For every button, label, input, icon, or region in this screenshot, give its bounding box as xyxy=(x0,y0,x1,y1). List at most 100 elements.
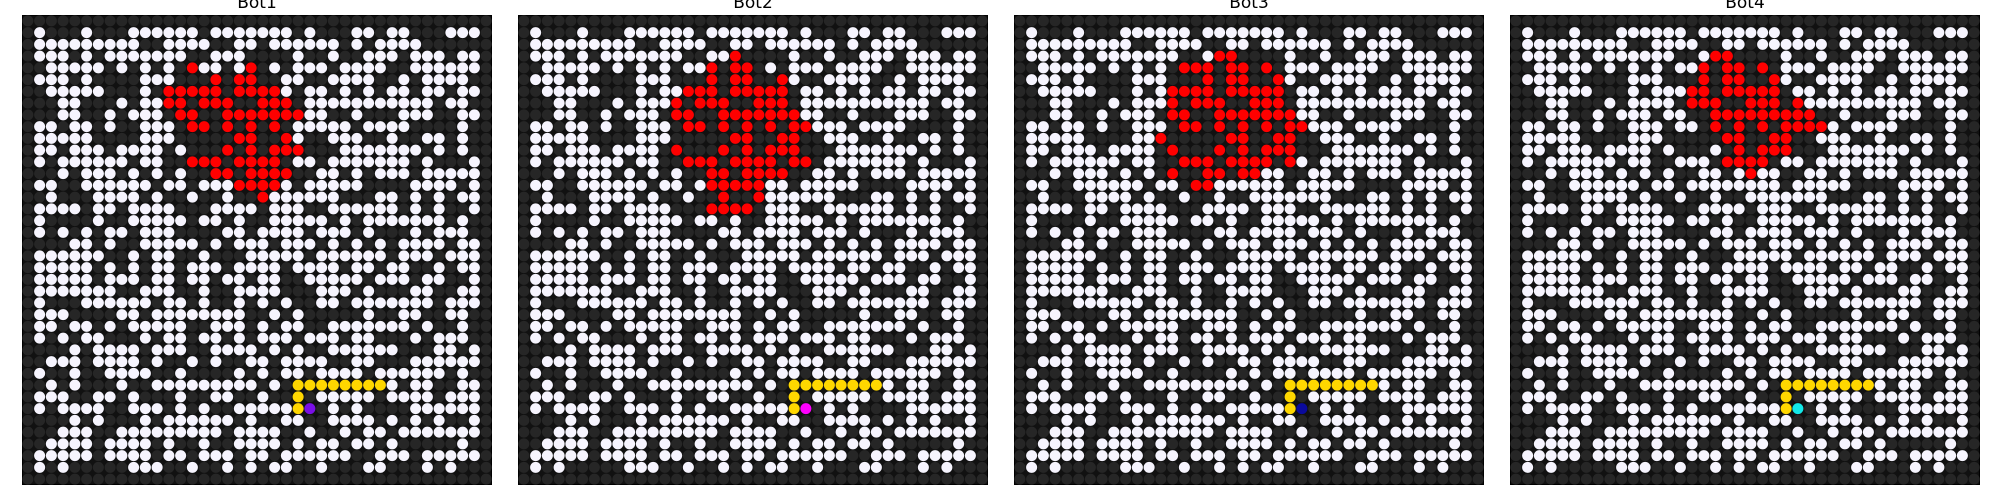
open-cell xyxy=(128,191,140,203)
closed-cell xyxy=(1084,238,1096,250)
open-cell xyxy=(671,50,683,62)
open-cell xyxy=(906,144,918,156)
open-cell xyxy=(363,309,375,321)
open-cell xyxy=(198,403,210,415)
open-cell xyxy=(1460,85,1472,97)
open-cell xyxy=(659,121,671,133)
open-cell xyxy=(776,250,788,262)
closed-cell xyxy=(163,461,175,473)
open-cell xyxy=(81,179,93,191)
open-cell xyxy=(57,356,69,368)
open-cell xyxy=(1366,121,1378,133)
open-cell xyxy=(1225,27,1237,39)
closed-cell xyxy=(1084,262,1096,274)
open-cell xyxy=(128,391,140,403)
open-cell xyxy=(800,238,812,250)
closed-cell xyxy=(1721,15,1733,27)
open-cell xyxy=(964,203,976,215)
closed-cell xyxy=(1366,414,1378,426)
open-cell xyxy=(1460,403,1472,415)
closed-cell xyxy=(1155,461,1167,473)
fire-cell xyxy=(1237,74,1249,86)
open-cell xyxy=(186,191,198,203)
closed-cell xyxy=(682,438,694,450)
open-cell xyxy=(186,414,198,426)
open-cell xyxy=(1155,250,1167,262)
closed-cell xyxy=(1014,391,1026,403)
open-cell xyxy=(104,156,116,168)
closed-cell xyxy=(1190,461,1202,473)
open-cell xyxy=(1390,367,1402,379)
open-cell xyxy=(1956,27,1968,39)
closed-cell xyxy=(600,461,612,473)
closed-cell xyxy=(280,391,292,403)
open-cell xyxy=(92,203,104,215)
open-cell xyxy=(1449,85,1461,97)
closed-cell xyxy=(163,403,175,415)
open-cell xyxy=(624,309,636,321)
closed-cell xyxy=(600,473,612,485)
bot3-panel: Bot3 xyxy=(1014,0,1484,500)
open-cell xyxy=(1026,144,1038,156)
closed-cell xyxy=(1851,38,1863,50)
open-cell xyxy=(210,62,222,74)
closed-cell xyxy=(1839,15,1851,27)
closed-cell xyxy=(410,450,422,462)
closed-cell xyxy=(1472,238,1484,250)
open-cell xyxy=(588,403,600,415)
open-cell xyxy=(139,450,151,462)
closed-cell xyxy=(682,179,694,191)
open-cell xyxy=(433,450,445,462)
closed-cell xyxy=(480,144,492,156)
open-cell xyxy=(624,191,636,203)
open-cell xyxy=(1343,109,1355,121)
closed-cell xyxy=(1073,379,1085,391)
closed-cell xyxy=(222,250,234,262)
open-cell xyxy=(1026,203,1038,215)
open-cell xyxy=(433,226,445,238)
open-cell xyxy=(1413,367,1425,379)
open-cell xyxy=(600,438,612,450)
closed-cell xyxy=(659,391,671,403)
closed-cell xyxy=(92,473,104,485)
closed-cell xyxy=(1284,473,1296,485)
closed-cell xyxy=(682,132,694,144)
closed-cell xyxy=(222,285,234,297)
closed-cell xyxy=(800,438,812,450)
closed-cell xyxy=(1437,132,1449,144)
closed-cell xyxy=(671,121,683,133)
closed-cell xyxy=(612,85,624,97)
open-cell xyxy=(647,344,659,356)
open-cell xyxy=(151,238,163,250)
closed-cell xyxy=(612,250,624,262)
open-cell xyxy=(753,238,765,250)
closed-cell xyxy=(565,27,577,39)
open-cell xyxy=(1120,356,1132,368)
open-cell xyxy=(1378,27,1390,39)
open-cell xyxy=(139,403,151,415)
open-cell xyxy=(1390,320,1402,332)
fire-cell xyxy=(245,144,257,156)
fire-cell xyxy=(198,121,210,133)
closed-cell xyxy=(1331,461,1343,473)
open-cell xyxy=(776,203,788,215)
open-cell xyxy=(953,168,965,180)
closed-cell xyxy=(1425,121,1437,133)
closed-cell xyxy=(1272,156,1284,168)
open-cell xyxy=(1225,344,1237,356)
closed-cell xyxy=(706,250,718,262)
open-cell xyxy=(1131,403,1143,415)
closed-cell xyxy=(553,297,565,309)
open-cell xyxy=(292,320,304,332)
closed-cell xyxy=(518,168,530,180)
closed-cell xyxy=(682,215,694,227)
closed-cell xyxy=(139,309,151,321)
open-cell xyxy=(257,297,269,309)
closed-cell xyxy=(257,50,269,62)
closed-cell xyxy=(753,15,765,27)
open-cell xyxy=(1120,262,1132,274)
open-cell xyxy=(765,461,777,473)
open-cell xyxy=(1378,262,1390,274)
closed-cell xyxy=(1639,15,1651,27)
closed-cell xyxy=(882,238,894,250)
